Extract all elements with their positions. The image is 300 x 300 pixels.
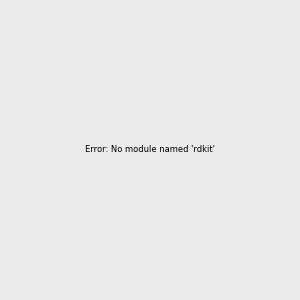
Text: Error: No module named 'rdkit': Error: No module named 'rdkit' [85, 146, 215, 154]
